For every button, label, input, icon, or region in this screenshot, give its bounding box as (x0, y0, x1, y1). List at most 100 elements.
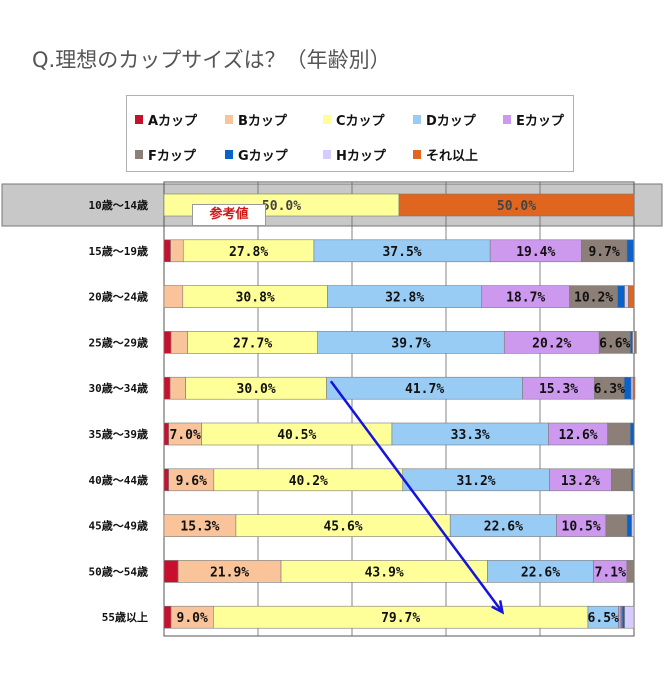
legend-label: Aカップ (148, 114, 198, 129)
legend-label: Hカップ (336, 149, 386, 164)
bar-segment-a (163, 422, 169, 446)
bar-segment-b (170, 331, 188, 354)
bar-segment-other (634, 331, 637, 354)
category-label: 40歳～44歳 (89, 473, 149, 487)
category-label: 35歳～39歳 (89, 427, 149, 441)
bar-segment-f (611, 468, 632, 492)
data-label: 40.5% (277, 428, 316, 443)
legend-item-c: Cカップ (323, 110, 385, 129)
legend-swatch (135, 150, 143, 159)
category-label: 10歳～14歳 (89, 198, 149, 212)
category-label: 50歳～54歳 (89, 564, 149, 578)
data-label: 7.0% (169, 428, 200, 443)
bar-segment-g (623, 376, 632, 400)
legend-swatch (135, 115, 143, 124)
data-label: 32.8% (385, 291, 424, 306)
bar-segment-other (628, 285, 635, 308)
legend-swatch (503, 115, 511, 124)
bar-segment-h (631, 514, 635, 537)
category-label: 30歳～34歳 (89, 381, 149, 395)
reference-value-label: 参考値 (192, 204, 266, 226)
data-label: 50.0% (262, 199, 301, 214)
legend-label: Dカップ (426, 114, 476, 129)
bar-segment-a (163, 560, 179, 583)
data-label: 45.6% (323, 520, 362, 535)
bar-segment-a (163, 605, 172, 629)
bar-segment-a (163, 468, 169, 492)
bar-segment-a (163, 331, 172, 354)
legend-label: Cカップ (336, 114, 385, 129)
legend-label: Eカップ (516, 114, 564, 129)
legend-item-b: Bカップ (225, 110, 287, 129)
data-label: 9.7% (588, 245, 619, 260)
bar-segment-other (398, 193, 635, 217)
legend-swatch (323, 150, 331, 159)
bar-segment-g (621, 605, 625, 629)
trend-arrow-line (329, 380, 504, 613)
chart-title: Q.理想のカップサイズは？（年齢別） (32, 48, 391, 72)
data-label: 33.3% (451, 428, 490, 443)
legend-label: Bカップ (238, 114, 287, 129)
data-label: 18.7% (506, 291, 545, 306)
bar-segment-h (624, 285, 629, 308)
category-label: 15歳～19歳 (89, 244, 149, 258)
plot-frame (163, 181, 635, 637)
bar-segment-b (169, 376, 186, 400)
data-label: 30.0% (237, 382, 276, 397)
legend-swatch (225, 115, 233, 124)
data-label: 22.6% (521, 565, 560, 580)
legend-label: Fカップ (148, 149, 196, 164)
data-label: 12.6% (558, 428, 597, 443)
data-label: 6.3% (594, 382, 625, 397)
data-label: 9.0% (177, 611, 208, 626)
legend-item-h: Hカップ (323, 145, 386, 164)
category-label: 20歳～24歳 (89, 290, 149, 304)
legend-item-other: それ以上 (413, 145, 478, 164)
bar-segment-g (617, 285, 625, 308)
data-label: 9.6% (176, 474, 207, 489)
bar-segment-f (626, 560, 635, 583)
data-label: 6.6% (599, 336, 630, 351)
bar-segment-h (632, 468, 635, 492)
data-label: 7.1% (595, 565, 626, 580)
bar-segment-g (629, 422, 635, 446)
trend-arrow-head (491, 600, 505, 615)
data-label: 41.7% (405, 382, 444, 397)
data-label: 13.2% (561, 474, 600, 489)
data-label: 19.4% (516, 245, 555, 260)
data-label: 10.5% (562, 520, 601, 535)
data-label: 43.9% (365, 565, 404, 580)
category-label: 55歳以上 (102, 610, 148, 624)
data-label: 39.7% (391, 336, 430, 351)
bar-segment-b (170, 239, 184, 263)
bar-segment-h (624, 605, 635, 629)
data-label: 30.8% (236, 291, 275, 306)
legend-item-g: Gカップ (225, 145, 288, 164)
legend-label: Gカップ (238, 149, 288, 164)
bar-segment-a (163, 239, 171, 263)
bar-segment-b (163, 285, 184, 308)
bar-segment-a (163, 376, 171, 400)
data-label: 20.2% (532, 336, 571, 351)
legend-swatch (413, 150, 421, 159)
legend-swatch (225, 150, 233, 159)
category-label: 45歳～49歳 (89, 519, 149, 533)
data-label: 79.7% (381, 611, 420, 626)
data-label: 15.3% (180, 520, 219, 535)
data-label: 31.2% (457, 474, 496, 489)
bar-segment-other (632, 376, 636, 400)
bar-segment-g (629, 331, 633, 354)
bar-segment-other (633, 239, 635, 263)
data-label: 27.7% (233, 336, 272, 351)
legend-label: それ以上 (426, 149, 479, 164)
legend-item-e: Eカップ (503, 110, 564, 129)
bar-segment-g (626, 514, 632, 537)
data-label: 10.2% (574, 291, 613, 306)
bar-segment-f (607, 422, 631, 446)
data-label: 15.3% (539, 382, 578, 397)
legend-item-f: Fカップ (135, 145, 196, 164)
legend-swatch (323, 115, 331, 124)
category-label: 25歳～29歳 (89, 335, 149, 349)
legend-item-d: Dカップ (413, 110, 476, 129)
